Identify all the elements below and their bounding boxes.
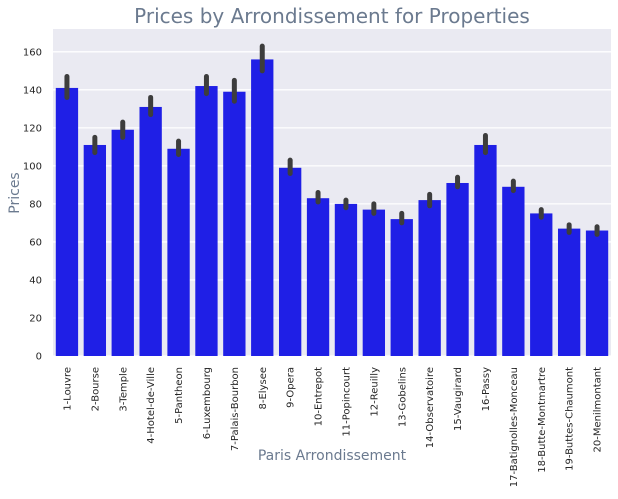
x-tick-label: 2-Bourse: [90, 367, 101, 411]
x-tick-label: 16-Passy: [481, 367, 492, 411]
y-tick-label: 140: [23, 85, 42, 96]
bar: [195, 86, 218, 356]
bar: [418, 200, 441, 356]
x-tick-label: 3-Temple: [118, 367, 129, 412]
x-axis-ticks: 1-Louvre 2-Bourse 3-Temple 4-Hotel-de-Ville…: [62, 367, 603, 487]
x-tick-label: 14-Observatoire: [425, 367, 436, 448]
bar: [139, 106, 162, 356]
bar: [278, 167, 302, 356]
plot-area: [53, 29, 611, 356]
bar: [334, 203, 358, 356]
y-tick-label: 80: [29, 199, 42, 210]
x-tick-label: 6-Luxembourg: [202, 367, 213, 439]
x-tick-label: 10-Entrepot: [314, 367, 325, 426]
y-tick-label: 120: [23, 123, 42, 134]
bar: [306, 198, 330, 356]
bars: [55, 59, 609, 357]
x-tick-label: 11-Popincourt: [341, 367, 352, 437]
bar: [446, 182, 469, 356]
y-tick-label: 160: [23, 47, 42, 58]
y-tick-label: 20: [29, 313, 42, 324]
x-tick-label: 1-Louvre: [62, 367, 73, 411]
y-tick-label: 100: [23, 161, 42, 172]
x-tick-label: 8-Elysee: [258, 367, 269, 410]
y-tick-label: 0: [36, 352, 42, 363]
bar: [474, 144, 497, 356]
bar: [55, 87, 79, 357]
bar: [530, 213, 553, 356]
bar: [83, 144, 107, 356]
bar: [390, 219, 413, 356]
bar: [585, 230, 609, 356]
x-tick-label: 20-Menilmontant: [593, 367, 604, 453]
bar: [557, 228, 581, 356]
bar: [251, 59, 274, 356]
x-axis-label: Paris Arrondissement: [258, 448, 407, 464]
chart-title: Prices by Arrondissement for Properties: [134, 4, 530, 28]
x-tick-label: 17-Batignolles-Monceau: [509, 367, 520, 487]
bar: [223, 91, 246, 356]
y-axis-ticks: 0 20 40 60 80 100 120 140 160: [23, 47, 42, 362]
x-tick-label: 15-Vaugirard: [453, 367, 464, 431]
y-axis-label: Prices: [7, 172, 23, 213]
x-tick-label: 19-Buttes-Chaumont: [565, 367, 576, 471]
bar: [167, 148, 190, 356]
x-tick-label: 12-Reuilly: [369, 367, 380, 417]
bar: [502, 186, 525, 356]
y-tick-label: 60: [29, 237, 42, 248]
x-tick-label: 13-Gobelins: [397, 367, 408, 427]
x-tick-label: 9-Opera: [286, 367, 297, 408]
x-tick-label: 7-Palais-Bourbon: [230, 367, 241, 451]
x-tick-label: 5-Pantheon: [174, 367, 185, 424]
x-tick-label: 4-Hotel-de-Ville: [146, 367, 157, 444]
bar: [362, 209, 386, 356]
bar: [111, 129, 134, 356]
x-tick-label: 18-Butte-Montmartre: [537, 367, 548, 473]
y-tick-label: 40: [29, 275, 42, 286]
error-bars: [64, 43, 600, 237]
